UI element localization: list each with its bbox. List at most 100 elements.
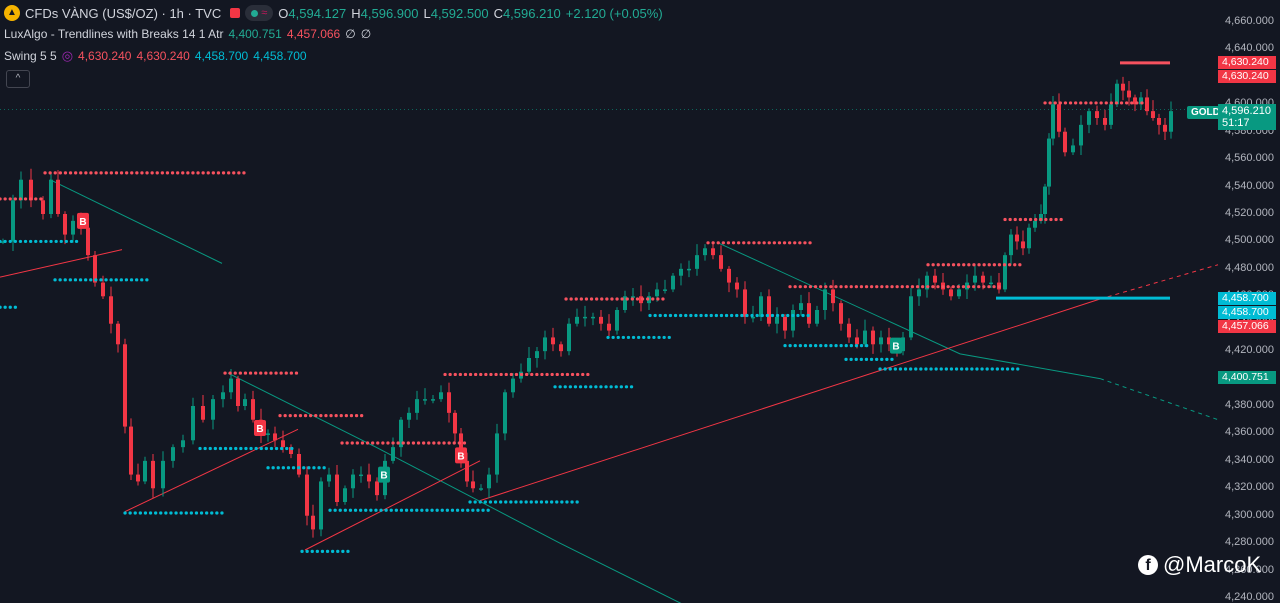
candle-down xyxy=(273,433,277,441)
candle-down xyxy=(367,474,371,482)
candle-up xyxy=(495,433,499,475)
candle-up xyxy=(695,255,699,269)
candle-up xyxy=(391,447,395,461)
symbol-title[interactable]: CFDs VÀNG (US$/OZ) · 1h · TVC xyxy=(25,5,222,21)
candle-down xyxy=(453,412,457,434)
candle-up xyxy=(319,481,323,530)
candle-down xyxy=(767,296,771,324)
break-marker xyxy=(378,466,390,483)
indicator-value: 4,458.700 xyxy=(253,49,307,63)
candle-down xyxy=(311,515,315,530)
ohlc-high: H4,596.900 xyxy=(351,5,419,21)
candle-up xyxy=(511,378,515,393)
candle-down xyxy=(639,296,643,304)
candle-up xyxy=(1139,97,1143,105)
trendline xyxy=(479,298,1101,502)
candle-down xyxy=(1063,131,1067,153)
candle-up xyxy=(1169,111,1173,132)
candle-up xyxy=(1071,145,1075,153)
data-mode-icon: ≈ xyxy=(261,7,268,19)
y-tick-label: 4,340.000 xyxy=(1225,453,1274,466)
candle-down xyxy=(727,268,731,283)
candle-down xyxy=(1151,111,1155,118)
candle-down xyxy=(136,474,140,482)
candle-down xyxy=(1121,83,1125,91)
candle-down xyxy=(289,447,293,454)
candle-up xyxy=(1009,234,1013,256)
candle-up xyxy=(407,412,411,420)
collapse-legend-button[interactable]: ^ xyxy=(6,70,30,88)
price-label: 4,400.751 xyxy=(1218,371,1276,385)
candle-up xyxy=(775,316,779,324)
break-marker-label: B xyxy=(892,342,899,353)
trendline xyxy=(49,179,223,264)
candle-down xyxy=(63,214,67,235)
break-marker-label: B xyxy=(256,424,263,435)
y-tick-label: 4,560.000 xyxy=(1225,152,1274,165)
candle-up xyxy=(1079,124,1083,146)
candle-up xyxy=(1027,227,1031,249)
facebook-icon: f xyxy=(1138,555,1158,575)
candle-down xyxy=(335,474,339,502)
current-price-value: 4,596.210 xyxy=(1222,105,1271,117)
current-price-label: 4,596.210 51:17 xyxy=(1218,104,1276,130)
candle-up xyxy=(221,392,225,400)
candle-down xyxy=(839,303,843,324)
candle-up xyxy=(671,275,675,290)
candle-down xyxy=(831,289,835,304)
candle-down xyxy=(807,303,811,324)
candle-down xyxy=(1057,104,1061,132)
candle-up xyxy=(181,440,185,448)
symbol-tag: GOLD xyxy=(1187,106,1224,119)
candle-up xyxy=(575,316,579,324)
y-tick-label: 4,480.000 xyxy=(1225,261,1274,274)
candle-up xyxy=(243,399,247,406)
candle-up xyxy=(687,268,691,271)
candle-up xyxy=(423,399,427,401)
indicator-value: ∅ xyxy=(360,27,372,41)
candle-up xyxy=(1,241,5,243)
candle-up xyxy=(957,289,961,297)
candle-up xyxy=(703,248,707,256)
break-marker-label: B xyxy=(457,451,464,462)
candle-up xyxy=(266,433,270,435)
candle-down xyxy=(1145,97,1149,112)
candle-up xyxy=(11,200,15,242)
candle-up xyxy=(751,316,755,319)
candle-up xyxy=(211,399,215,420)
candle-down xyxy=(1133,97,1137,105)
y-tick-label: 4,520.000 xyxy=(1225,207,1274,219)
candle-up xyxy=(171,447,175,461)
candle-up xyxy=(479,488,483,490)
y-tick-label: 4,360.000 xyxy=(1225,426,1274,439)
candle-up xyxy=(965,282,969,290)
status-pill[interactable]: ≈ xyxy=(245,5,274,21)
candle-up xyxy=(815,310,819,324)
candle-up xyxy=(399,419,403,448)
trendline xyxy=(717,242,1101,380)
trendline-extension xyxy=(1099,264,1219,300)
y-tick-label: 4,540.000 xyxy=(1225,179,1274,192)
candle-down xyxy=(109,296,113,324)
y-tick-label: 4,320.000 xyxy=(1225,481,1274,494)
indicator-name: Swing 5 5 xyxy=(4,49,57,63)
candle-down xyxy=(887,337,891,345)
candle-up xyxy=(527,358,531,372)
y-tick-label: 4,260.000 xyxy=(1225,563,1274,576)
candle-down xyxy=(783,316,787,331)
candle-up xyxy=(583,316,587,319)
y-tick-label: 4,500.000 xyxy=(1225,234,1274,247)
candle-up xyxy=(359,474,363,477)
candle-up xyxy=(543,337,547,352)
candle-down xyxy=(459,433,463,461)
candle-up xyxy=(901,337,905,352)
eye-icon[interactable]: ◎ xyxy=(61,48,74,63)
watermark-text: @MarcoK xyxy=(1163,552,1262,577)
candle-up xyxy=(229,378,233,393)
candle-up xyxy=(791,310,795,331)
indicator-legend-trendlines[interactable]: LuxAlgo - Trendlines with Breaks 14 1 At… xyxy=(4,27,371,41)
indicator-legend-swing[interactable]: Swing 5 5 ◎ 4,630.240 4,630.240 4,458.70… xyxy=(4,48,307,64)
candle-down xyxy=(1127,90,1131,98)
flag-icon[interactable] xyxy=(230,8,241,18)
